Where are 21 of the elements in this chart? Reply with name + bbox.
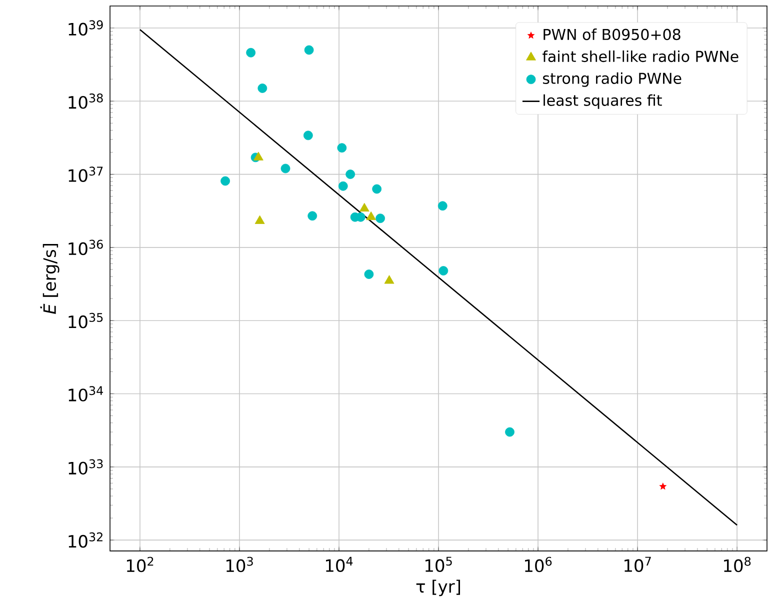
legend-label: least squares fit xyxy=(544,94,662,109)
x-tick-label: 10$^{7}$ xyxy=(624,556,651,572)
x-tick-label: 10$^{6}$ xyxy=(525,556,552,572)
x-tick-label: 10$^{2}$ xyxy=(126,556,154,572)
y-axis-title: Ė [erg/s] xyxy=(40,244,60,314)
x-tick-label: 10$^{8}$ xyxy=(724,556,751,572)
y-tick-label: 10$^{36}$ xyxy=(68,240,103,256)
y-tick-label: 10$^{34}$ xyxy=(68,386,103,402)
y-tick-label: 10$^{33}$ xyxy=(68,459,103,475)
x-tick-label: 10$^{3}$ xyxy=(226,556,253,572)
x-tick-label: 10$^{5}$ xyxy=(426,556,452,572)
y-tick-label: 10$^{37}$ xyxy=(68,166,103,182)
y-tick-label: 10$^{38}$ xyxy=(68,93,103,109)
x-tick-label: 10$^{4}$ xyxy=(326,556,353,572)
legend-label: faint shell-like radio PWNe xyxy=(542,50,738,62)
legend-label: PWN of B0950+08 xyxy=(544,28,680,40)
y-tick-label: 10$^{35}$ xyxy=(68,312,103,328)
y-tick-label: 10$^{32}$ xyxy=(68,532,102,548)
legend-label: strong radio PWNe xyxy=(543,72,682,87)
y-tick-label: 10$^{39}$ xyxy=(68,20,103,36)
x-axis-title: τ [yr] xyxy=(416,580,460,596)
